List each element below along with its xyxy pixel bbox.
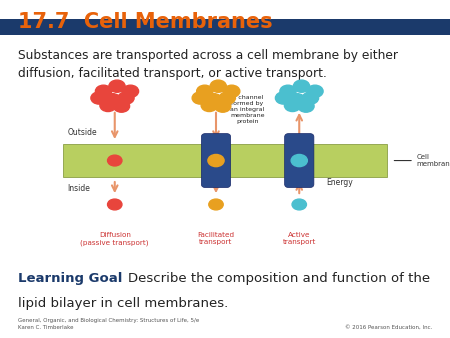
Text: Active
transport: Active transport [283, 232, 316, 245]
Circle shape [284, 99, 301, 112]
Circle shape [224, 85, 240, 97]
Circle shape [109, 80, 125, 92]
Circle shape [197, 85, 213, 97]
Circle shape [108, 199, 122, 210]
Circle shape [91, 92, 107, 104]
FancyBboxPatch shape [63, 144, 387, 177]
Circle shape [291, 154, 307, 167]
Circle shape [113, 100, 130, 112]
Circle shape [122, 85, 139, 97]
Circle shape [293, 80, 310, 92]
Circle shape [275, 92, 292, 104]
Circle shape [208, 154, 224, 167]
Text: lipid bilayer in cell membranes.: lipid bilayer in cell membranes. [18, 297, 228, 310]
Text: © 2016 Pearson Education, Inc.: © 2016 Pearson Education, Inc. [345, 324, 432, 330]
Circle shape [215, 100, 231, 112]
Text: A channel
formed by
an integral
membrane
protein: A channel formed by an integral membrane… [230, 95, 265, 124]
Circle shape [280, 85, 296, 97]
Circle shape [302, 92, 319, 104]
Text: 17.7  Cell Membranes: 17.7 Cell Membranes [18, 12, 273, 32]
Text: Diffusion
(passive transport): Diffusion (passive transport) [81, 232, 149, 245]
Circle shape [118, 92, 134, 104]
FancyBboxPatch shape [201, 134, 230, 188]
Text: Facilitated
transport: Facilitated transport [198, 232, 234, 245]
Circle shape [104, 94, 121, 106]
Circle shape [192, 92, 208, 104]
Text: General, Organic, and Biological Chemistry: Structures of Life, 5/e
Karen C. Tim: General, Organic, and Biological Chemist… [18, 318, 199, 330]
Text: Learning Goal: Learning Goal [18, 272, 122, 285]
Circle shape [219, 92, 235, 104]
Circle shape [209, 199, 223, 210]
Circle shape [292, 199, 306, 210]
Text: Outside: Outside [68, 128, 97, 137]
Circle shape [108, 155, 122, 166]
Text: Energy: Energy [326, 178, 353, 187]
Circle shape [298, 100, 314, 112]
FancyBboxPatch shape [284, 134, 314, 188]
Text: Describe the composition and function of the: Describe the composition and function of… [128, 272, 430, 285]
FancyBboxPatch shape [0, 19, 450, 35]
Circle shape [100, 99, 116, 112]
Circle shape [289, 94, 305, 106]
Circle shape [307, 85, 323, 97]
Circle shape [206, 94, 222, 106]
Circle shape [95, 85, 112, 97]
Text: Cell
membrane: Cell membrane [416, 154, 450, 167]
Text: Inside: Inside [68, 184, 90, 193]
Circle shape [201, 99, 217, 112]
Text: Substances are transported across a cell membrane by either
diffusion, facilitat: Substances are transported across a cell… [18, 49, 398, 79]
Circle shape [210, 80, 226, 92]
